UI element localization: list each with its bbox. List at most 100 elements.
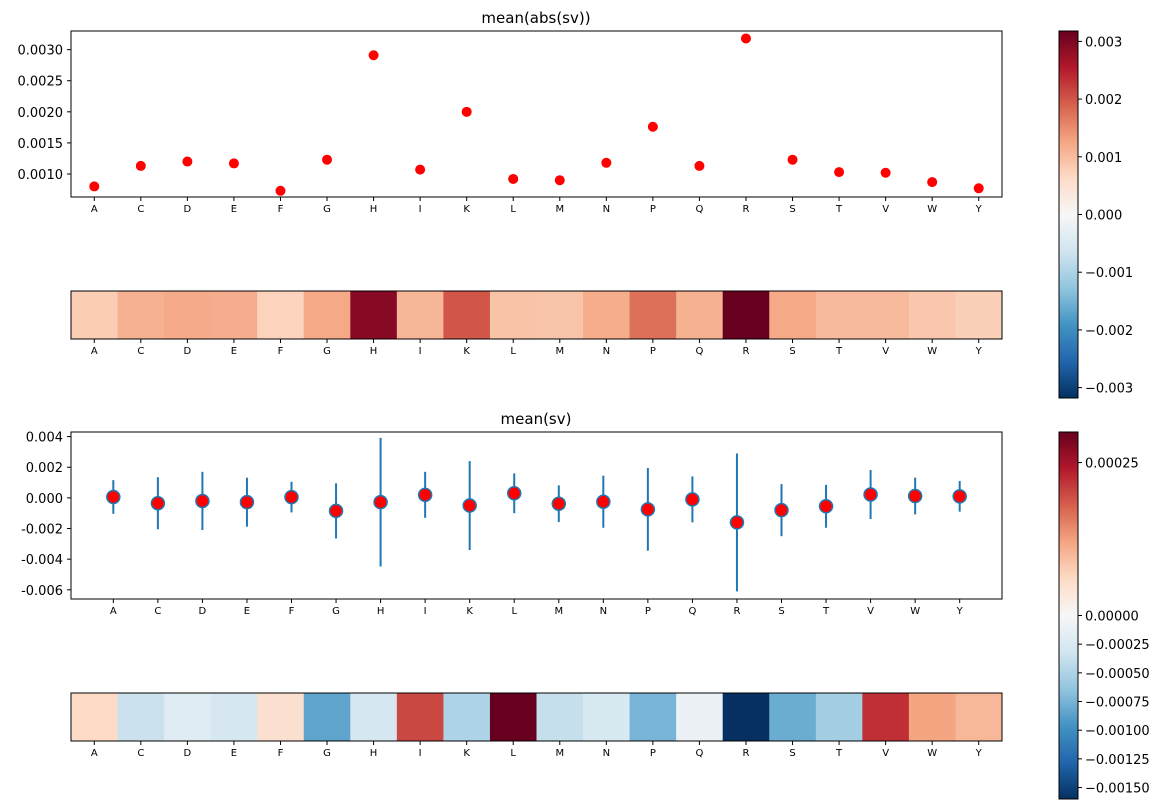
abs-sv-point <box>973 183 984 194</box>
mean-sv-x-ticklabel: I <box>424 606 427 617</box>
abs-sv-x-ticklabel: F <box>278 204 284 215</box>
mean-sv-x-ticklabel: E <box>244 606 250 617</box>
mean-sv-heatmap-x-ticklabel: M <box>555 748 564 759</box>
mean-sv-heatmap-x-ticklabel: Q <box>695 748 703 759</box>
abs-sv-heatmap-cell <box>489 291 537 339</box>
abs-sv-y-ticks: 0.0010 0.0015 0.0020 0.0025 0.0030 <box>18 44 71 183</box>
abs-sv-heatmap-x-ticklabel: E <box>231 346 237 357</box>
colorbar-mean-ticks: −0.00150 −0.00125 −0.00100 −0.00075 −0.00050… <box>1078 457 1150 797</box>
mean-sv-heatmap-x-ticklabel: E <box>231 748 237 759</box>
colorbar-abs-fill <box>1059 31 1078 398</box>
mean-sv-heatmap-cell <box>303 693 351 741</box>
abs-sv-heatmap-cell <box>769 291 817 339</box>
mean-sv-point <box>729 515 745 530</box>
mean-sv-point <box>685 492 700 507</box>
mean-sv-heatmap-cell <box>396 693 444 741</box>
mean-sv-heatmap-x-ticklabel: R <box>742 748 749 759</box>
colorbar-mean-ticklabel: 0.00000 <box>1085 610 1139 625</box>
mean-sv-y-ticklabel: -0.004 <box>21 553 63 568</box>
abs-sv-point <box>415 164 426 175</box>
mean-sv-x-ticklabel: R <box>733 606 740 617</box>
mean-sv-heatmap-x-ticklabel: G <box>323 748 331 759</box>
mean-sv-heatmap-cell <box>350 693 398 741</box>
colorbar-abs-ticklabel: −0.001 <box>1085 266 1133 281</box>
abs-sv-point <box>275 185 286 196</box>
mean-sv-point <box>284 489 299 505</box>
mean-sv-heatmap-x-ticklabel: N <box>603 748 610 759</box>
abs-sv-heatmap-cell <box>862 291 910 339</box>
colorbar-mean-ticklabel: −0.00150 <box>1085 782 1150 797</box>
colorbar-mean-ticklabel: 0.00025 <box>1085 457 1139 472</box>
mean-sv-x-ticklabel: S <box>778 606 784 617</box>
mean-sv-heatmap-cell <box>443 693 491 741</box>
mean-sv-heatmap-x-ticklabel: A <box>91 748 98 759</box>
mean-sv-heatmap-cell <box>583 693 631 741</box>
colorbar-mean-ticklabel: −0.00025 <box>1085 638 1150 653</box>
abs-sv-x-ticklabel: H <box>370 204 378 215</box>
abs-sv-heatmap-x-ticklabel: T <box>835 346 843 357</box>
mean-sv-x-ticklabel: F <box>289 606 295 617</box>
mean-sv-marks <box>106 437 967 592</box>
mean-sv-point <box>239 494 255 510</box>
abs-sv-x-ticklabel: K <box>463 204 470 215</box>
mean-sv-point <box>818 499 834 514</box>
abs-sv-heatmap-x-ticklabel: Y <box>975 346 983 357</box>
mean-sv-heatmap-cell <box>71 693 119 741</box>
mean-sv-x-ticklabel: A <box>110 606 117 617</box>
abs-sv-x-ticklabel: G <box>323 204 331 215</box>
abs-sv-x-ticklabel: S <box>789 204 795 215</box>
abs-sv-heatmap-x-ticklabel: N <box>603 346 610 357</box>
mean-sv-point <box>952 489 967 504</box>
mean-sv-heatmap-x-ticklabel: T <box>835 748 843 759</box>
mean-sv-point <box>640 502 656 517</box>
mean-sv-heatmap-x-ticklabel: D <box>184 748 192 759</box>
abs-sv-heatmap-cell <box>396 291 444 339</box>
abs-sv-y-ticklabel: 0.0020 <box>18 106 64 121</box>
mean-sv-x-ticklabel: N <box>600 606 607 617</box>
abs-sv-x-ticklabel: Y <box>975 204 983 215</box>
mean-sv-heatmap-cell <box>676 693 724 741</box>
mean-sv-heatmap-cell <box>769 693 817 741</box>
colorbar-mean-ticklabel: −0.00125 <box>1085 753 1150 768</box>
abs-sv-point <box>601 157 612 168</box>
mean-sv-x-ticklabel: L <box>511 606 517 617</box>
abs-sv-x-ticklabel: M <box>555 204 564 215</box>
colorbar-abs-ticklabel: 0.002 <box>1085 93 1122 108</box>
abs-sv-point <box>740 33 751 44</box>
abs-sv-marks <box>89 33 984 196</box>
colorbar-mean-fill <box>1059 432 1078 799</box>
mean-sv-heatmap-cell <box>117 693 165 741</box>
abs-sv-heatmap-cell <box>536 291 584 339</box>
abs-sv-heatmap-x-ticklabel: K <box>463 346 470 357</box>
abs-sv-x-ticklabel: N <box>603 204 610 215</box>
abs-sv-point <box>834 167 845 178</box>
abs-sv-point <box>787 154 798 165</box>
abs-sv-heatmap-cell <box>676 291 724 339</box>
abs-sv-scatter-panel: mean(abs(sv)) 0.00100.00150.00200.00250.… <box>18 9 1003 215</box>
colorbar-abs-ticklabel: −0.002 <box>1085 324 1133 339</box>
mean-sv-heatmap-x-ticklabel: K <box>463 748 470 759</box>
mean-sv-y-ticklabel: 0.002 <box>26 461 63 476</box>
mean-sv-y-ticks: -0.006 -0.004 -0.002 0.000 0.002 0.004 <box>21 431 71 599</box>
mean-sv-x-ticklabel: H <box>377 606 385 617</box>
abs-sv-heatmap-x-ticklabel: I <box>419 346 422 357</box>
mean-sv-heatmap-x-ticklabel: F <box>278 748 284 759</box>
mean-sv-heatmap-cell <box>862 693 910 741</box>
colorbar-abs-ticklabel: −0.003 <box>1085 382 1133 397</box>
mean-sv-point <box>106 489 121 505</box>
abs-sv-heatmap-cell <box>955 291 1003 339</box>
abs-sv-heatmap-x-ticklabel: F <box>278 346 284 357</box>
abs-sv-y-ticklabel: 0.0030 <box>18 44 64 59</box>
mean-sv-x-ticklabel: Y <box>956 606 964 617</box>
mean-sv-heatmap-x-ticklabel: C <box>137 748 144 759</box>
mean-sv-heatmap-frame <box>70 692 1003 742</box>
mean-sv-heatmap-cell <box>815 693 863 741</box>
mean-sv-x-ticklabel: K <box>466 606 473 617</box>
mean-sv-point <box>195 493 210 509</box>
abs-sv-x-ticklabel: L <box>510 204 516 215</box>
